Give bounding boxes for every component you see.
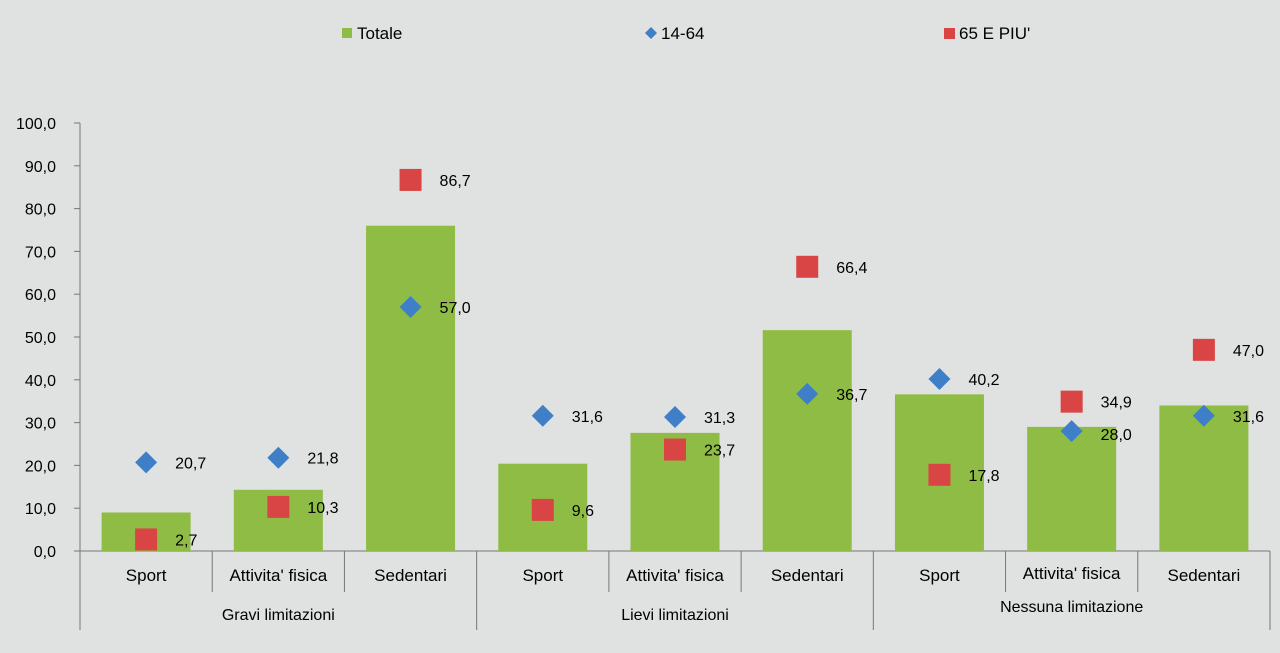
y-tick-label: 60,0 [25, 287, 56, 304]
x-category-label: Attivita' fisica [229, 566, 327, 585]
x-group-label: Gravi limitazioni [222, 607, 335, 624]
y-tick-label: 10,0 [25, 501, 56, 518]
data-label-14-64: 21,8 [307, 451, 338, 468]
x-category-label: Sport [919, 566, 960, 585]
y-tick-label: 30,0 [25, 416, 56, 433]
bar-totale [762, 330, 852, 551]
marker-14-64 [531, 404, 554, 427]
y-tick-label: 0,0 [34, 544, 56, 561]
data-label-65-plus: 66,4 [836, 260, 867, 277]
x-category-label: Sedentari [771, 566, 844, 585]
y-tick-label: 100,0 [16, 116, 56, 133]
legend-label: 14-64 [661, 24, 704, 43]
y-tick-label: 70,0 [25, 244, 56, 261]
marker-65-plus [1060, 390, 1083, 413]
y-tick-label: 80,0 [25, 202, 56, 219]
marker-65-plus [399, 168, 422, 191]
marker-65-plus [796, 255, 819, 278]
marker-14-64 [796, 382, 819, 405]
data-label-14-64: 28,0 [1101, 427, 1132, 444]
marker-14-64 [1192, 404, 1215, 427]
marker-14-64 [1060, 420, 1083, 443]
marker-14-64 [267, 446, 290, 469]
data-label-65-plus: 86,7 [440, 173, 471, 190]
data-label-14-64: 20,7 [175, 455, 206, 472]
x-category-label: Sedentari [374, 566, 447, 585]
marker-14-64 [928, 367, 951, 390]
marker-14-64 [135, 451, 158, 474]
x-category-label: Sedentari [1167, 566, 1240, 585]
x-group-label: Nessuna limitazione [1000, 599, 1143, 616]
legend-swatch-14-64 [645, 27, 657, 39]
data-label-65-plus: 9,6 [572, 503, 594, 520]
data-label-14-64: 40,2 [968, 372, 999, 389]
x-category-label: Sport [522, 566, 563, 585]
y-tick-label: 90,0 [25, 159, 56, 176]
data-label-14-64: 31,6 [572, 409, 603, 426]
legend-swatch-totale [342, 28, 352, 38]
data-label-65-plus: 10,3 [307, 500, 338, 517]
legend-swatch-65-plus [944, 28, 955, 39]
data-label-65-plus: 23,7 [704, 443, 735, 460]
y-tick-label: 40,0 [25, 373, 56, 390]
marker-14-64 [664, 406, 686, 429]
x-group-label: Lievi limitazioni [621, 607, 729, 624]
marker-65-plus [1192, 338, 1215, 361]
data-label-14-64: 31,6 [1233, 409, 1264, 426]
data-label-65-plus: 34,9 [1101, 395, 1132, 412]
data-label-65-plus: 17,8 [968, 468, 999, 485]
data-label-14-64: 36,7 [836, 387, 867, 404]
x-category-label: Attivita' fisica [1023, 564, 1121, 583]
marker-65-plus [267, 495, 290, 518]
x-category-label: Sport [126, 566, 167, 585]
marker-65-plus [135, 528, 158, 551]
data-label-14-64: 31,3 [704, 410, 735, 427]
bar-totale [366, 225, 456, 551]
legend-label: 65 E PIU' [959, 24, 1030, 43]
bar-totale [1159, 405, 1249, 551]
y-tick-label: 20,0 [25, 458, 56, 475]
bar-totale [1027, 426, 1117, 551]
x-category-label: Attivita' fisica [626, 566, 724, 585]
data-label-65-plus: 2,7 [175, 532, 197, 549]
marker-65-plus [664, 438, 686, 461]
marker-65-plus [531, 498, 554, 521]
data-label-65-plus: 47,0 [1233, 343, 1264, 360]
marker-14-64 [399, 296, 422, 319]
data-label-14-64: 57,0 [440, 300, 471, 317]
y-tick-label: 50,0 [25, 330, 56, 347]
legend-label: Totale [357, 24, 402, 43]
marker-65-plus [928, 463, 951, 486]
